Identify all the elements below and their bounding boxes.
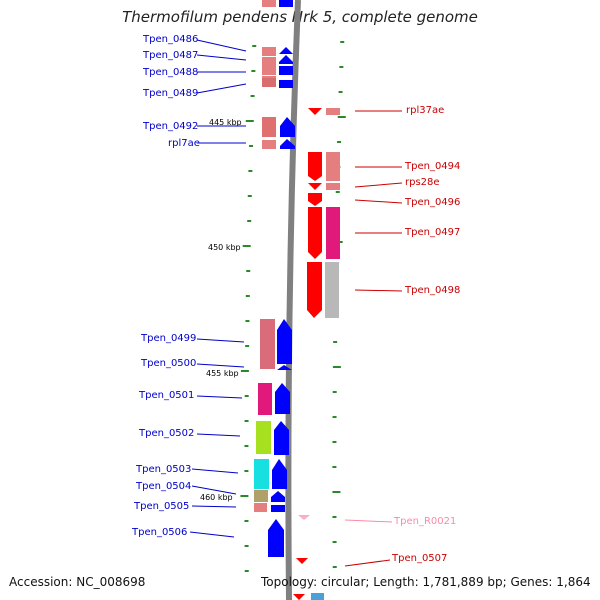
gene-feature-tpen-0486[interactable] <box>262 47 276 56</box>
right-strand-arrows <box>293 108 322 600</box>
tick-label-460: 460 kbp <box>200 493 233 502</box>
arrow-feature-top-partial[interactable] <box>279 0 293 7</box>
arrow-feature-tpen-0494[interactable] <box>308 152 322 181</box>
gene-feature-tpen-0501[interactable] <box>258 383 272 415</box>
left-leader-lines <box>189 39 247 538</box>
gene-label-tpen-0505[interactable]: Tpen_0505 <box>134 501 190 512</box>
gene-feature-tpen-0492[interactable] <box>262 117 276 137</box>
arrow-feature-0500[interactable] <box>277 365 292 370</box>
gene-label-tpen-0504[interactable]: Tpen_0504 <box>136 481 192 492</box>
gene-label-tpen-0500[interactable]: Tpen_0500 <box>141 358 197 369</box>
arrow-feature-0501[interactable] <box>275 383 290 414</box>
arrow-feature-0503[interactable] <box>272 459 287 489</box>
rna-feature-tpen-r0021[interactable] <box>298 515 310 520</box>
gene-label-tpen-0497[interactable]: Tpen_0497 <box>405 227 461 238</box>
gene-label-tpen-0499[interactable]: Tpen_0499 <box>141 333 197 344</box>
rna-leader-line <box>344 519 393 523</box>
gene-feature-top-partial[interactable] <box>262 0 276 7</box>
arrow-feature-tpen-0498[interactable] <box>307 262 322 318</box>
right-leader-lines <box>344 110 403 567</box>
gene-label-rpl7ae[interactable]: rpl7ae <box>168 138 200 149</box>
arrow-feature-bottom-partial[interactable] <box>293 594 305 600</box>
gene-label-tpen-0486[interactable]: Tpen_0486 <box>143 34 199 45</box>
arrow-feature-rpl37ae[interactable] <box>308 108 322 115</box>
gene-feature-rps28e[interactable] <box>326 183 340 190</box>
arrow-feature-0492[interactable] <box>280 117 295 137</box>
arrow-feature-0504[interactable] <box>271 491 285 502</box>
gene-label-tpen-0489[interactable]: Tpen_0489 <box>143 88 199 99</box>
gene-label-tpen-0507[interactable]: Tpen_0507 <box>392 553 448 564</box>
gene-feature-tpen-0505[interactable] <box>254 503 267 512</box>
tick-label-450: 450 kbp <box>208 243 241 252</box>
arrow-feature-0488[interactable] <box>279 66 293 75</box>
tick-label-445: 445 kbp <box>209 118 242 127</box>
gene-label-rpl37ae[interactable]: rpl37ae <box>406 105 445 116</box>
gene-label-tpen-0498[interactable]: Tpen_0498 <box>405 285 461 296</box>
gene-feature-tpen-0499[interactable] <box>260 319 275 369</box>
gene-feature-tpen-0497[interactable] <box>326 207 340 259</box>
arrow-feature-rpl7ae[interactable] <box>280 139 295 149</box>
gene-feature-tpen-0498[interactable] <box>325 262 339 318</box>
gene-feature-tpen-0487[interactable] <box>262 57 276 75</box>
gene-label-tpen-0494[interactable]: Tpen_0494 <box>405 161 461 172</box>
gene-label-tpen-0487[interactable]: Tpen_0487 <box>143 50 199 61</box>
arrow-feature-0505[interactable] <box>271 505 285 512</box>
tick-label-455: 455 kbp <box>206 369 239 378</box>
arrow-feature-0486[interactable] <box>279 47 293 54</box>
arrow-feature-0502[interactable] <box>274 421 289 455</box>
gene-feature-bottom-partial[interactable] <box>311 593 324 600</box>
gene-feature-tpen-0503[interactable] <box>254 459 269 489</box>
arrow-feature-0487[interactable] <box>279 55 293 64</box>
gene-feature-tpen-0502[interactable] <box>256 421 271 454</box>
left-strand-features <box>254 47 276 512</box>
arrow-feature-tpen-0507[interactable] <box>296 558 308 564</box>
arrow-feature-0506[interactable] <box>268 519 284 557</box>
gene-label-tpen-0503[interactable]: Tpen_0503 <box>136 464 192 475</box>
arrow-feature-rps28e[interactable] <box>308 183 322 190</box>
gene-feature-rpl7ae[interactable] <box>262 140 276 149</box>
right-strand-features <box>298 108 340 600</box>
gene-label-tpen-0492[interactable]: Tpen_0492 <box>143 121 199 132</box>
arrow-feature-0499[interactable] <box>277 319 292 364</box>
gene-feature-tpen-0489[interactable] <box>262 78 276 87</box>
arrow-feature-0489[interactable] <box>279 80 293 88</box>
position-tick-labels: 445 kbp 450 kbp 455 kbp 460 kbp <box>200 118 242 502</box>
gene-feature-tpen-0494[interactable] <box>326 152 340 181</box>
gene-label-tpen-0488[interactable]: Tpen_0488 <box>143 67 199 78</box>
gene-label-tpen-r0021[interactable]: Tpen_R0021 <box>394 516 457 527</box>
gene-feature-tpen-0504[interactable] <box>254 490 268 502</box>
gene-label-tpen-0506[interactable]: Tpen_0506 <box>132 527 188 538</box>
arrow-feature-tpen-0496[interactable] <box>308 193 322 206</box>
gene-label-tpen-0496[interactable]: Tpen_0496 <box>405 197 461 208</box>
accession-text: Accession: NC_008698 <box>9 575 146 589</box>
gene-label-tpen-0501[interactable]: Tpen_0501 <box>139 390 195 401</box>
gene-feature-rpl37ae[interactable] <box>326 108 340 115</box>
genome-info-text: Topology: circular; Length: 1,781,889 bp… <box>261 575 591 589</box>
genome-backbone <box>285 0 301 600</box>
gene-label-rps28e[interactable]: rps28e <box>405 177 440 188</box>
arrow-feature-tpen-0497[interactable] <box>308 207 322 259</box>
gene-label-tpen-0502[interactable]: Tpen_0502 <box>139 428 195 439</box>
left-strand-arrows <box>262 0 295 557</box>
